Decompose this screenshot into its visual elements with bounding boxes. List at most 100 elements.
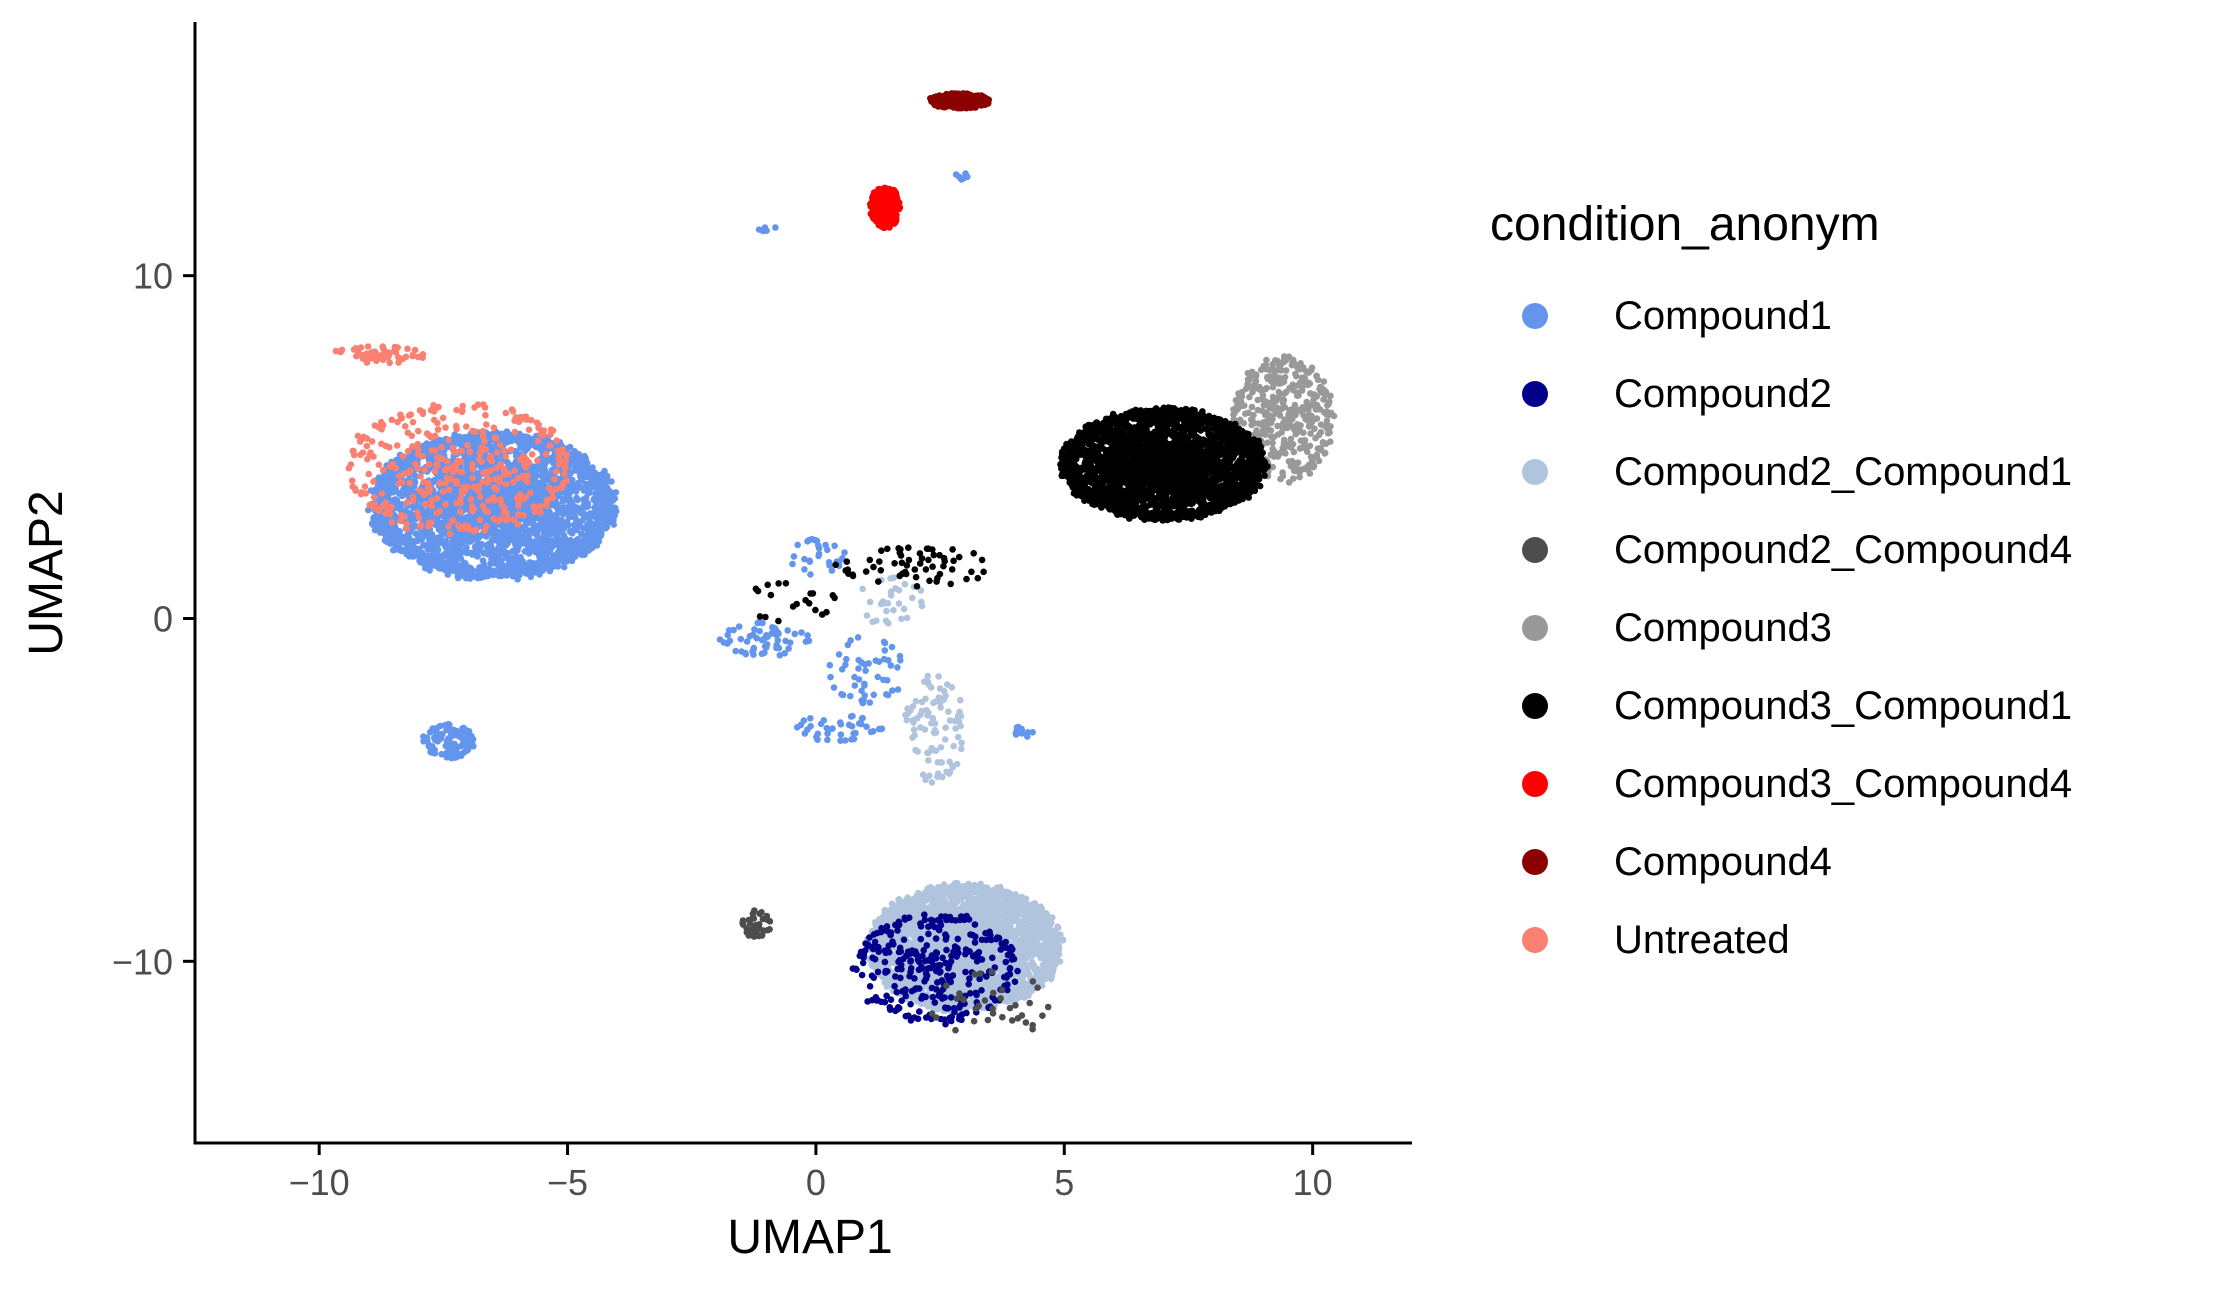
data-point	[1046, 963, 1053, 970]
data-point	[927, 684, 935, 691]
data-point	[924, 672, 931, 680]
data-point	[1040, 975, 1048, 982]
data-point	[933, 902, 941, 909]
data-point	[938, 897, 945, 905]
data-point	[954, 885, 961, 893]
data-point	[1037, 954, 1044, 962]
data-point	[935, 694, 943, 701]
data-point	[942, 903, 949, 910]
data-point	[1037, 914, 1044, 922]
data-point	[912, 697, 920, 705]
data-point	[883, 607, 890, 615]
data-point	[1012, 909, 1019, 916]
data-point	[895, 586, 903, 594]
data-point	[924, 1003, 932, 1010]
data-point	[921, 726, 929, 733]
data-point	[1020, 952, 1027, 959]
data-point	[1047, 919, 1055, 926]
data-point	[1004, 916, 1012, 924]
data-point	[1031, 936, 1039, 943]
data-point	[1047, 975, 1055, 983]
data-point	[945, 770, 953, 777]
data-point	[567, 527, 574, 535]
data-point	[922, 695, 929, 703]
data-point	[1056, 958, 1064, 965]
data-point	[977, 886, 984, 893]
data-point	[1047, 942, 1055, 950]
data-point	[910, 895, 918, 903]
data-point	[574, 496, 581, 504]
data-point	[988, 916, 996, 923]
data-point	[934, 759, 942, 766]
data-point	[928, 779, 936, 786]
data-point	[1030, 910, 1038, 918]
data-point	[1042, 944, 1049, 951]
data-point	[937, 744, 945, 751]
data-point	[903, 895, 911, 903]
data-point	[1028, 924, 1036, 932]
data-point	[942, 724, 949, 731]
data-point	[1056, 935, 1063, 943]
data-point	[936, 685, 944, 692]
data-point	[873, 617, 880, 624]
data-point	[1017, 903, 1025, 911]
data-point	[914, 748, 921, 755]
data-point	[1054, 923, 1061, 930]
data-point	[937, 704, 944, 711]
data-point	[876, 915, 883, 923]
data-point	[909, 931, 917, 938]
data-point	[910, 901, 918, 908]
series-compound1	[365, 170, 1036, 762]
data-point	[895, 904, 903, 911]
data-point	[969, 896, 977, 904]
data-point	[983, 889, 990, 897]
data-point	[1007, 897, 1014, 904]
data-point	[882, 916, 890, 924]
data-point	[1021, 969, 1028, 976]
data-point	[903, 614, 911, 622]
data-point	[1012, 992, 1020, 999]
data-point	[920, 891, 927, 898]
data-point	[928, 720, 935, 727]
data-point	[1044, 952, 1052, 960]
data-point	[931, 889, 939, 897]
data-point	[1029, 950, 1037, 958]
data-point	[911, 732, 918, 739]
data-point	[981, 908, 988, 915]
data-point	[879, 598, 887, 605]
data-point	[936, 943, 944, 951]
data-point	[1041, 926, 1048, 934]
data-point	[1055, 945, 1063, 953]
data-point	[930, 699, 937, 707]
data-point	[1024, 917, 1031, 924]
data-point	[934, 770, 942, 777]
data-point	[1016, 974, 1024, 981]
data-point	[992, 887, 999, 894]
points-layer	[332, 90, 1338, 1034]
data-point	[890, 574, 898, 581]
data-point	[1023, 933, 1030, 941]
data-point	[1033, 971, 1041, 979]
data-point	[972, 910, 980, 917]
data-point	[953, 899, 960, 906]
data-point	[890, 606, 897, 614]
data-point	[895, 896, 902, 904]
data-point	[913, 715, 921, 722]
data-point	[953, 760, 961, 768]
data-point	[946, 717, 954, 724]
data-point	[980, 923, 987, 931]
data-point	[1007, 891, 1014, 899]
data-point	[1042, 920, 1049, 927]
data-point	[885, 620, 892, 627]
data-point	[982, 897, 989, 904]
data-point	[1006, 932, 1014, 940]
data-point	[889, 915, 896, 923]
data-point	[918, 598, 925, 606]
umap-chart: −10 −5 0 5 10 −10 0 10 UMAP1 UMAP2	[20, 22, 1412, 1264]
data-point	[887, 588, 895, 595]
data-point	[881, 910, 888, 918]
data-point	[947, 885, 955, 893]
data-point	[924, 678, 932, 685]
data-point	[958, 895, 965, 903]
